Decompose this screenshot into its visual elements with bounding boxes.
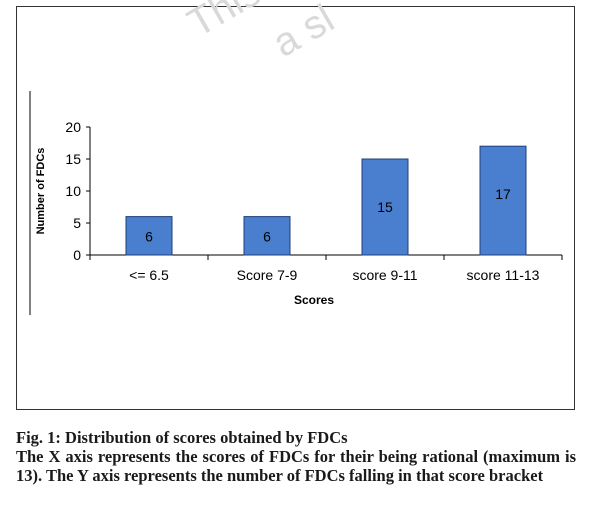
y-tick-label: 15 [65, 151, 81, 167]
y-tick-label: 10 [65, 183, 81, 199]
data-label: 17 [495, 186, 511, 202]
data-label: 6 [145, 229, 153, 245]
x-tick-label: <= 6.5 [129, 267, 169, 283]
bar [479, 145, 527, 256]
chart-frame: 0 5 10 15 20 6 <= 6.5 6 Score 7-9 15 score 9-11 17 s… [16, 6, 575, 410]
data-label: 6 [263, 229, 271, 245]
bar [243, 216, 291, 256]
x-axis-title: Scores [294, 293, 334, 307]
x-tick-label: Score 7-9 [237, 267, 298, 283]
y-axis-title: Number of FDCs [35, 148, 47, 235]
caption-title: Fig. 1: Distribution of scores obtained … [16, 428, 348, 447]
x-tick-label: score 11-13 [467, 267, 540, 283]
bar [125, 216, 173, 256]
y-tick-label: 0 [73, 247, 81, 263]
bar [361, 158, 409, 256]
y-tick-label: 20 [65, 119, 81, 135]
caption-description: The X axis represents the scores of FDCs… [16, 447, 576, 485]
data-label: 15 [377, 199, 393, 215]
y-tick-label: 5 [73, 215, 81, 231]
x-tick-label: score 9-11 [352, 267, 417, 283]
bar-chart: 0 5 10 15 20 6 <= 6.5 6 Score 7-9 15 score 9-11 17 s… [29, 91, 563, 315]
figure-caption: Fig. 1: Distribution of scores obtained … [16, 428, 576, 485]
